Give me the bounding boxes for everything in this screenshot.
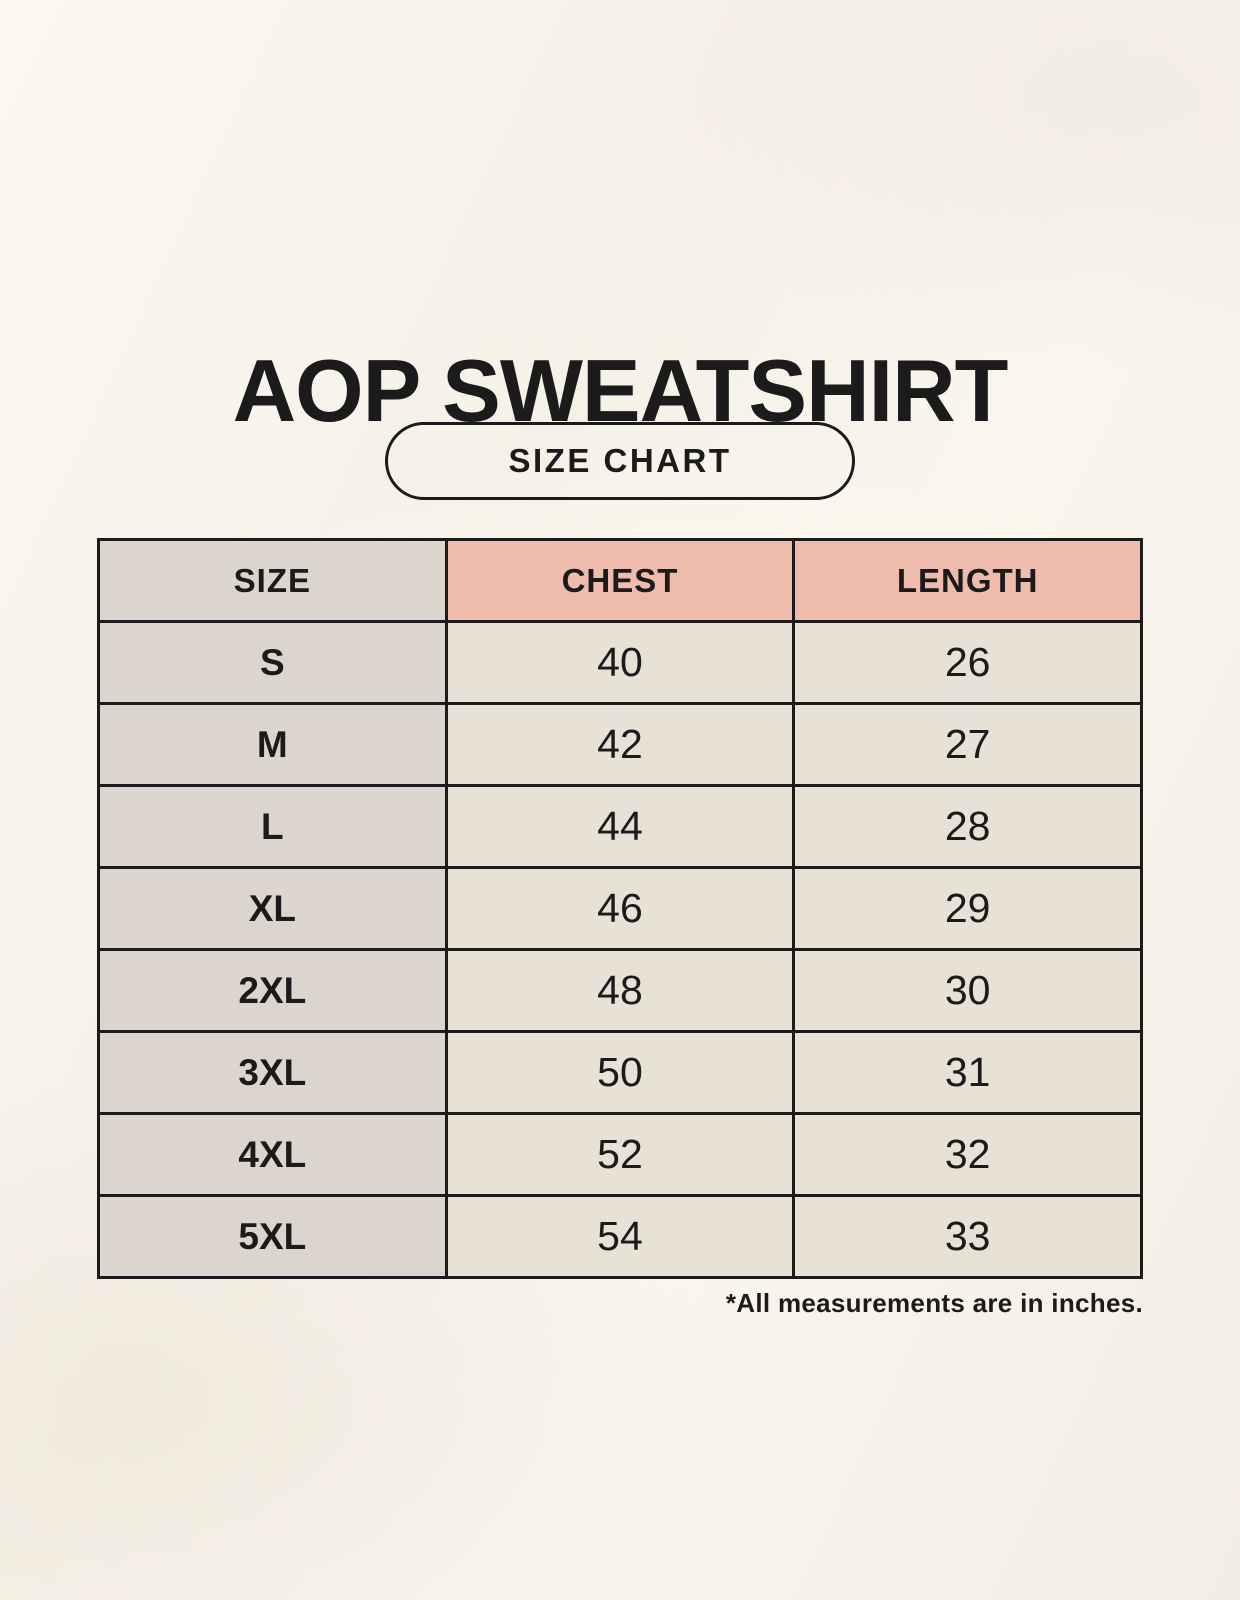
chest-cell: 40 xyxy=(444,620,796,705)
size-cell: 5XL xyxy=(97,1194,448,1279)
chest-cell: 50 xyxy=(444,1030,796,1115)
length-cell: 32 xyxy=(792,1112,1143,1197)
length-cell: 29 xyxy=(792,866,1143,951)
chest-cell: 42 xyxy=(444,702,796,787)
header-row: SIZE CHEST LENGTH xyxy=(97,538,1143,623)
size-cell: M xyxy=(97,702,448,787)
chest-cell: 44 xyxy=(444,784,796,869)
table-row: 5XL 54 33 xyxy=(97,1194,1143,1279)
table-row: L 44 28 xyxy=(97,784,1143,869)
chest-cell: 54 xyxy=(444,1194,796,1279)
size-cell: 4XL xyxy=(97,1112,448,1197)
length-cell: 33 xyxy=(792,1194,1143,1279)
chest-cell: 46 xyxy=(444,866,796,951)
size-cell: XL xyxy=(97,866,448,951)
table-row: XL 46 29 xyxy=(97,866,1143,951)
size-chart-badge: SIZE CHART xyxy=(385,422,855,500)
header-cell-size: SIZE xyxy=(97,538,448,623)
length-cell: 31 xyxy=(792,1030,1143,1115)
measurements-footnote: *All measurements are in inches. xyxy=(725,1288,1143,1318)
size-cell: S xyxy=(97,620,448,705)
table-row: 4XL 52 32 xyxy=(97,1112,1143,1197)
size-table-header: SIZE CHEST LENGTH xyxy=(97,538,1143,623)
length-cell: 30 xyxy=(792,948,1143,1033)
table-row: S 40 26 xyxy=(97,620,1143,705)
length-cell: 28 xyxy=(792,784,1143,869)
chest-cell: 48 xyxy=(444,948,796,1033)
header-cell-length: LENGTH xyxy=(792,538,1143,623)
length-cell: 26 xyxy=(792,620,1143,705)
table-row: 3XL 50 31 xyxy=(97,1030,1143,1115)
size-table-body: S 40 26 M 42 27 L 44 28 XL 46 29 2XL 48 30 3XL 50 31 4XL 52… xyxy=(97,620,1143,1279)
size-cell: 3XL xyxy=(97,1030,448,1115)
size-cell: 2XL xyxy=(97,948,448,1033)
length-cell: 27 xyxy=(792,702,1143,787)
chest-cell: 52 xyxy=(444,1112,796,1197)
size-table: SIZE CHEST LENGTH S 40 26 M 42 27 L 44 28 XL 46 29 2… xyxy=(97,538,1143,1279)
size-table-container: SIZE CHEST LENGTH S 40 26 M 42 27 L 44 28 XL 46 29 2… xyxy=(97,538,1143,1279)
table-row: 2XL 48 30 xyxy=(97,948,1143,1033)
header-cell-chest: CHEST xyxy=(444,538,796,623)
table-row: M 42 27 xyxy=(97,702,1143,787)
size-chart-badge-label: SIZE CHART xyxy=(508,442,732,479)
size-cell: L xyxy=(97,784,448,869)
page-title: AOP SWEATSHIRT xyxy=(232,340,1009,440)
